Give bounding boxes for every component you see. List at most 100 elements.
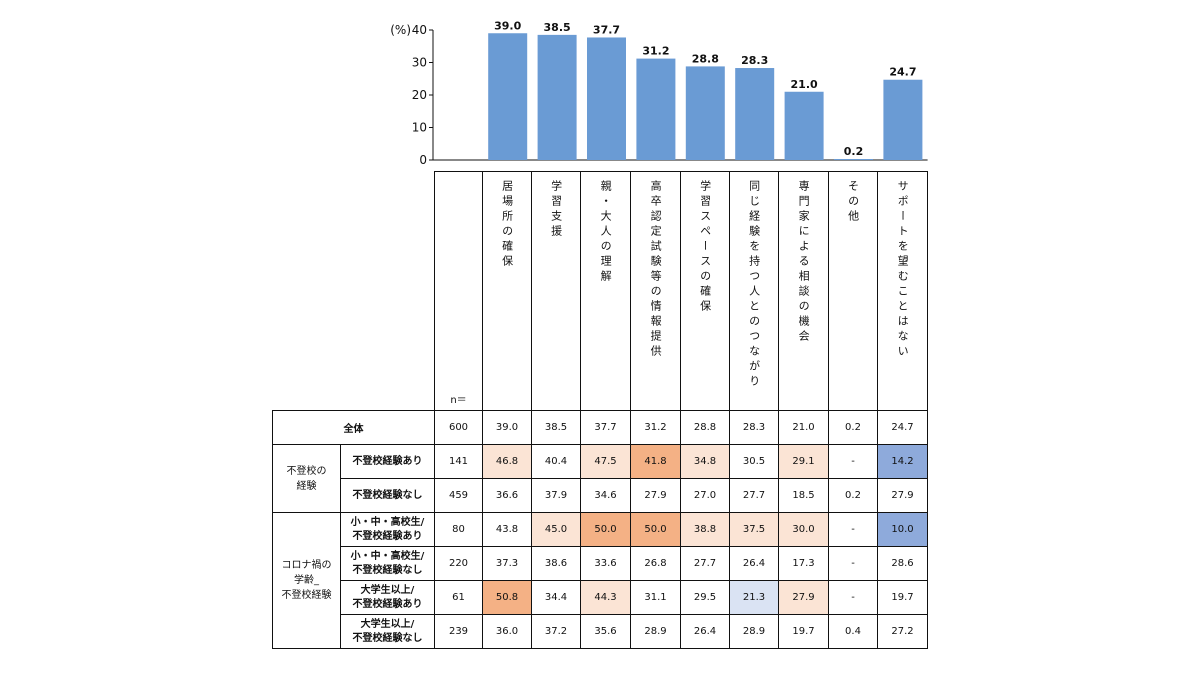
n-cell: 239 bbox=[434, 614, 483, 649]
n-cell: 220 bbox=[434, 546, 483, 581]
bar bbox=[834, 159, 873, 160]
value-cell: 34.4 bbox=[531, 580, 581, 615]
row-label: 小・中・高校生/不登校経験なし bbox=[340, 546, 435, 581]
column-header: 高卒認定試験等の情報提供 bbox=[649, 180, 663, 360]
value-cell: 34.6 bbox=[580, 478, 631, 513]
column-header: サポートを望むことはない bbox=[896, 180, 910, 360]
value-cell: 40.4 bbox=[531, 444, 581, 479]
value-cell: 21.3 bbox=[729, 580, 779, 615]
value-cell: 27.0 bbox=[680, 478, 730, 513]
bar bbox=[685, 66, 725, 160]
value-cell: - bbox=[828, 512, 878, 547]
value-cell: 26.8 bbox=[630, 546, 681, 581]
data-label: 31.2 bbox=[642, 45, 669, 58]
value-cell: 30.0 bbox=[778, 512, 829, 547]
y-tick-label: 0 bbox=[419, 153, 427, 167]
table-row: 大学生以上/不登校経験あり 61 50.8 34.4 44.3 31.1 29.5 21.3… bbox=[273, 580, 928, 615]
value-cell: 35.6 bbox=[580, 614, 631, 649]
table-row: 大学生以上/不登校経験なし 239 36.0 37.2 35.6 28.9 26.4 28.… bbox=[273, 614, 928, 649]
bar bbox=[587, 37, 626, 160]
group-label-absence: 不登校の 経験 bbox=[272, 444, 341, 513]
value-cell: 21.0 bbox=[778, 410, 829, 445]
value-cell: 28.3 bbox=[729, 410, 779, 445]
data-label: 0.2 bbox=[844, 145, 864, 158]
value-cell: 31.2 bbox=[630, 410, 681, 445]
row-label: 大学生以上/不登校経験なし bbox=[340, 614, 435, 649]
overall-label: 全体 bbox=[272, 410, 435, 445]
data-label: 24.7 bbox=[889, 66, 916, 79]
bar bbox=[488, 33, 528, 160]
table-row-overall: 全体 600 39.0 38.5 37.7 31.2 28.8 28.3 21.0 0.2 24.… bbox=[272, 410, 928, 445]
column-header: 親・大人の理解 bbox=[599, 180, 613, 285]
n-cell: 141 bbox=[434, 444, 483, 479]
value-cell: 26.4 bbox=[729, 546, 779, 581]
bar bbox=[883, 79, 923, 160]
y-tick-label: 30 bbox=[412, 56, 427, 70]
value-cell: 50.0 bbox=[630, 512, 681, 547]
bar-chart: 0 10 20 30 40(%) 39.0 38.5 37.7 31.2 28.8 28.3 21.0… bbox=[390, 19, 928, 167]
n-cell: 61 bbox=[434, 580, 483, 615]
value-cell: 24.7 bbox=[877, 410, 928, 445]
value-cell: 50.0 bbox=[580, 512, 631, 547]
value-cell: 29.5 bbox=[680, 580, 730, 615]
value-cell: 38.6 bbox=[531, 546, 581, 581]
value-cell: 43.8 bbox=[482, 512, 532, 547]
value-cell: 14.2 bbox=[877, 444, 928, 479]
value-cell: 31.1 bbox=[630, 580, 681, 615]
value-cell: 37.2 bbox=[531, 614, 581, 649]
table-row: コロナ禍の 学齢_ 不登校経験 小・中・高校生/不登校経験あり 80 43.8 45.0… bbox=[272, 512, 928, 649]
value-cell: 27.9 bbox=[778, 580, 829, 615]
data-label: 37.7 bbox=[593, 23, 620, 36]
value-cell: - bbox=[828, 580, 878, 615]
value-cell: 0.4 bbox=[828, 614, 878, 649]
table-row: 小・中・高校生/不登校経験なし 220 37.3 38.6 33.6 26.8 27.7 2… bbox=[273, 546, 928, 581]
value-cell: 29.1 bbox=[778, 444, 829, 479]
value-cell: 37.7 bbox=[580, 410, 631, 445]
value-cell: 45.0 bbox=[531, 512, 581, 547]
y-tick-label: 20 bbox=[412, 88, 427, 102]
value-cell: 38.5 bbox=[531, 410, 581, 445]
column-header: 同じ経験を持つ人とのつながり bbox=[747, 180, 761, 390]
unit-label: (%) bbox=[390, 23, 411, 37]
value-cell: 27.7 bbox=[729, 478, 779, 513]
value-cell: 33.6 bbox=[580, 546, 631, 581]
value-cell: 36.6 bbox=[482, 478, 532, 513]
group-label-covid: コロナ禍の 学齢_ 不登校経験 bbox=[272, 512, 341, 649]
value-cell: 28.9 bbox=[729, 614, 779, 649]
value-cell: 36.0 bbox=[482, 614, 532, 649]
value-cell: 47.5 bbox=[580, 444, 631, 479]
value-cell: - bbox=[828, 546, 878, 581]
value-cell: 28.8 bbox=[680, 410, 730, 445]
n-cell: 80 bbox=[434, 512, 483, 547]
value-cell: 28.9 bbox=[630, 614, 681, 649]
column-header: その他 bbox=[846, 180, 860, 225]
value-cell: 34.8 bbox=[680, 444, 730, 479]
header-row: n＝ 居場所の確保 学習支援 親・大人の理解 高卒認定試験等の情報提供 学習スペ… bbox=[272, 171, 928, 411]
n-cell: 600 bbox=[434, 410, 483, 445]
bar bbox=[636, 58, 676, 160]
n-header: n＝ bbox=[434, 171, 483, 411]
table-row: 不登校の 経験 不登校経験あり 141 46.8 40.4 47.5 41.8 34.8 30… bbox=[272, 444, 928, 513]
column-header: 学習スペースの確保 bbox=[698, 180, 712, 315]
y-tick-label: 40 bbox=[412, 23, 427, 37]
bar bbox=[735, 68, 775, 160]
value-cell: 37.3 bbox=[482, 546, 532, 581]
value-cell: 44.3 bbox=[580, 580, 631, 615]
row-label: 不登校経験なし bbox=[340, 478, 435, 513]
value-cell: 19.7 bbox=[778, 614, 829, 649]
column-header: 居場所の確保 bbox=[500, 180, 514, 270]
data-label: 28.8 bbox=[692, 52, 719, 65]
data-label: 21.0 bbox=[791, 78, 818, 91]
value-cell: 27.9 bbox=[877, 478, 928, 513]
value-cell: 19.7 bbox=[877, 580, 928, 615]
value-cell: 50.8 bbox=[482, 580, 532, 615]
value-cell: 26.4 bbox=[680, 614, 730, 649]
row-label: 小・中・高校生/不登校経験あり bbox=[340, 512, 435, 547]
data-label: 38.5 bbox=[544, 21, 571, 34]
value-cell: - bbox=[828, 444, 878, 479]
value-cell: 0.2 bbox=[828, 410, 878, 445]
value-cell: 18.5 bbox=[778, 478, 829, 513]
value-cell: 27.9 bbox=[630, 478, 681, 513]
data-table: n＝ 居場所の確保 学習支援 親・大人の理解 高卒認定試験等の情報提供 学習スペ… bbox=[272, 171, 928, 649]
value-cell: 37.5 bbox=[729, 512, 779, 547]
